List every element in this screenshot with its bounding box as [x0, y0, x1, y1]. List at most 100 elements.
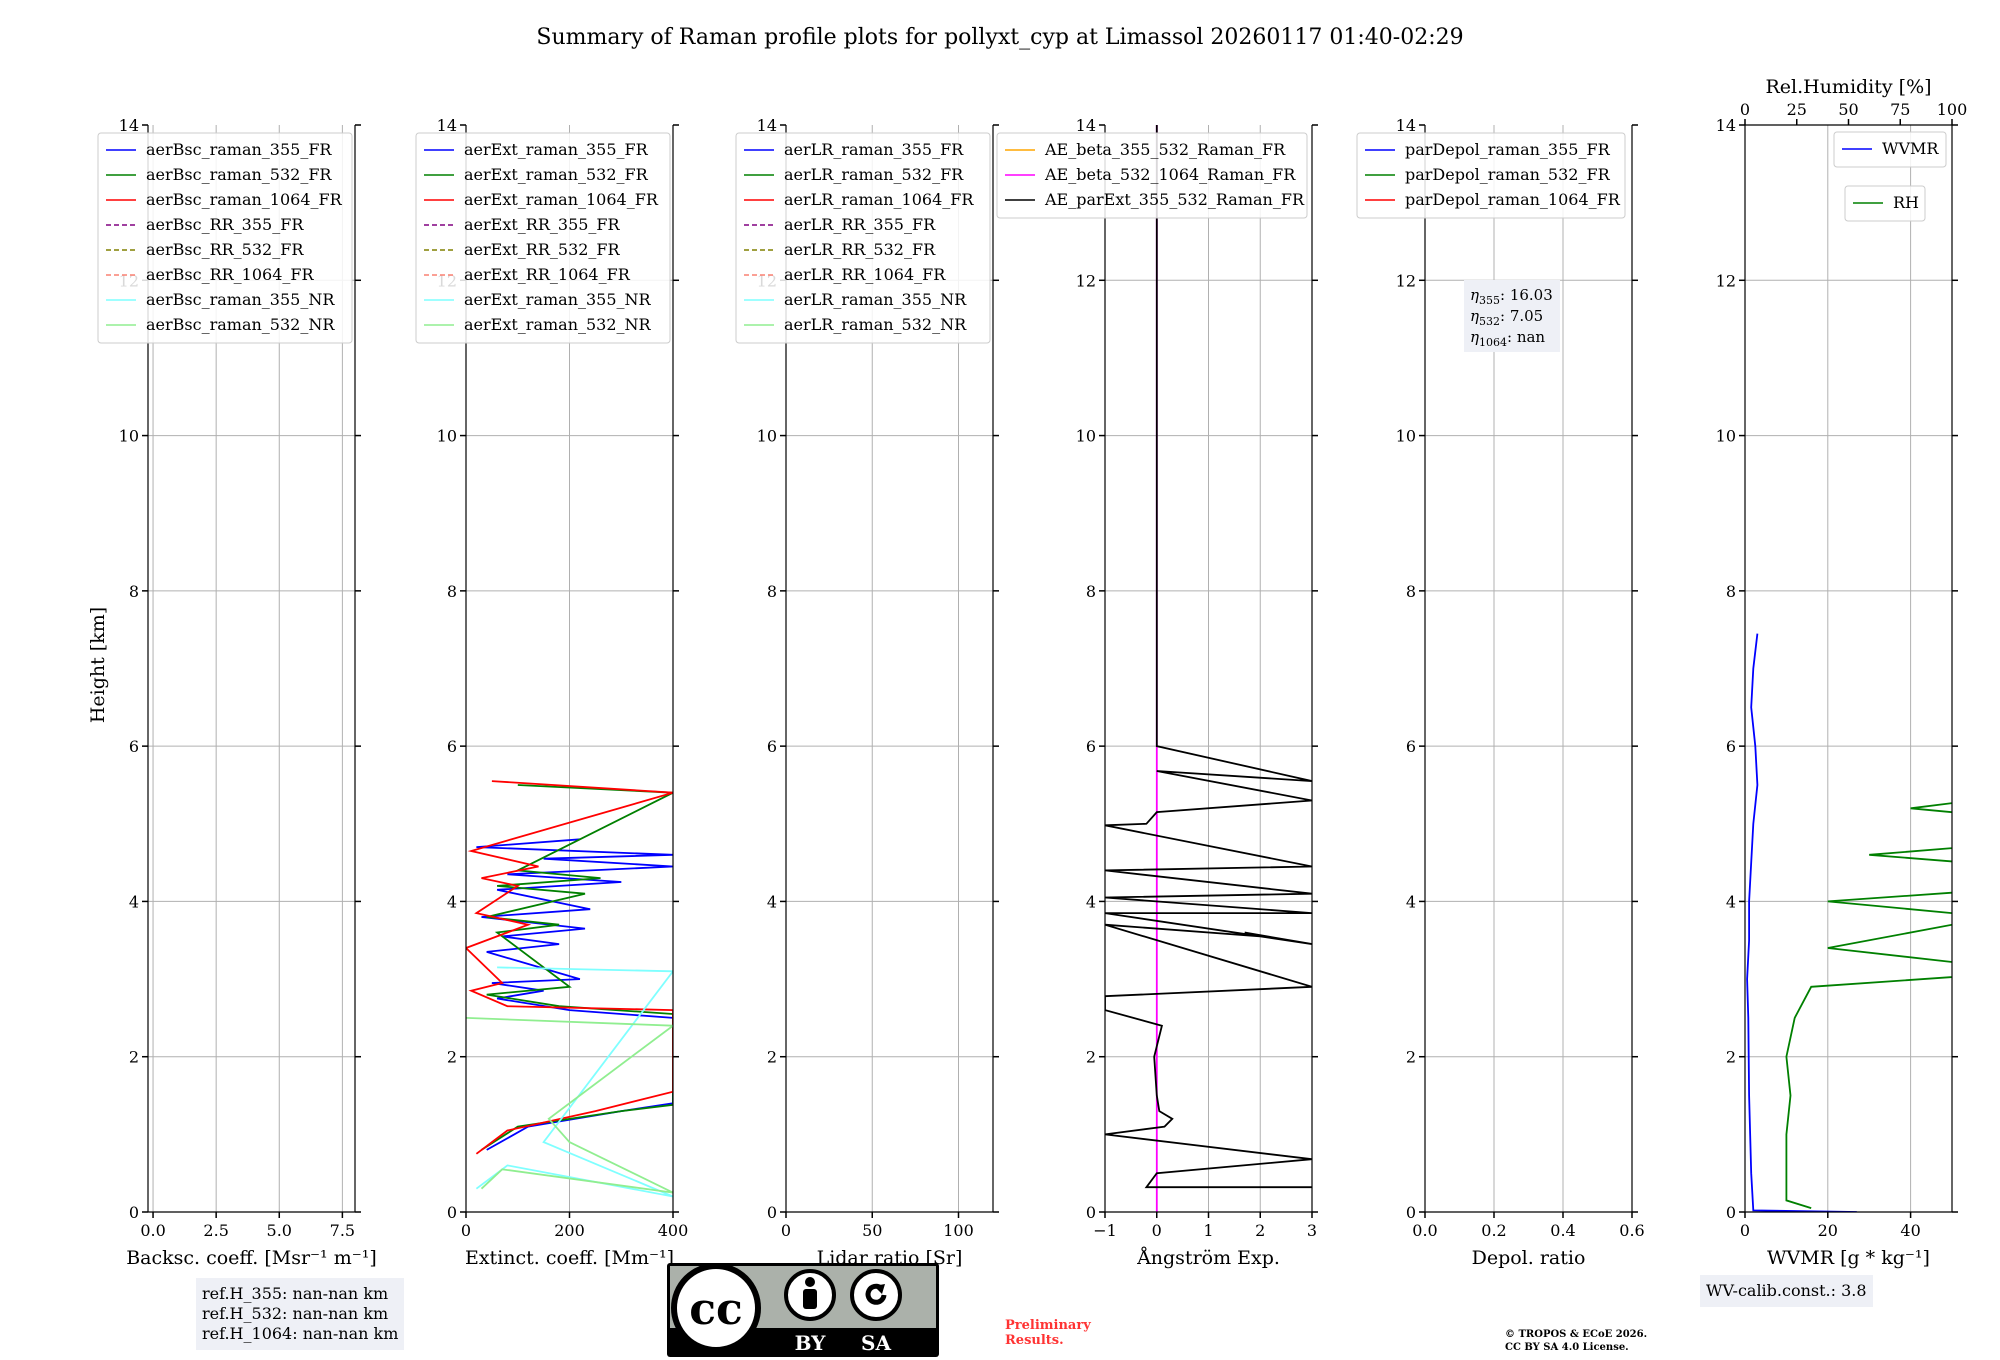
x-tick-label: 50	[862, 1221, 882, 1240]
y-tick-label: 2	[1086, 1048, 1096, 1067]
top-tick-label: 0	[1740, 100, 1750, 119]
x-tick-label: 2.5	[203, 1221, 228, 1240]
y-tick-label: 4	[1726, 892, 1736, 911]
series-WVMR	[1746, 633, 1857, 1212]
y-tick-label: 14	[119, 116, 139, 135]
y-tick-label: 8	[1086, 582, 1096, 601]
legend-label: aerLR_raman_1064_FR	[784, 190, 974, 209]
series-AE_parExt_355_532_Raman_FR	[1105, 125, 1312, 1189]
y-tick-label: 4	[129, 892, 139, 911]
x-tick-label: 100	[943, 1221, 974, 1240]
y-tick-label: 6	[129, 737, 139, 756]
x-tick-label: −1	[1093, 1221, 1117, 1240]
series-aerExt_raman_532_FR	[481, 784, 673, 1151]
y-tick-label: 10	[1396, 427, 1416, 446]
x-axis-label: Ångström Exp.	[1136, 1247, 1280, 1269]
y-tick-label: 2	[129, 1048, 139, 1067]
y-tick-label: 4	[1406, 892, 1416, 911]
legend-label: aerExt_RR_355_FR	[464, 215, 621, 234]
eta-line: η532: 7.05	[1470, 307, 1543, 328]
legend-label: aerExt_RR_532_FR	[464, 240, 621, 259]
legend-label: aerLR_raman_355_NR	[784, 290, 967, 309]
top-tick-label: 75	[1890, 100, 1910, 119]
x-tick-label: 0.2	[1481, 1221, 1506, 1240]
copyright-line-2: CC BY SA 4.0 License.	[1505, 1342, 1629, 1353]
sa-label: SA	[861, 1331, 891, 1355]
y-tick-label: 6	[1726, 737, 1736, 756]
panel-ext: 024681012140200400Extinct. coeff. [Mm⁻¹]…	[415, 116, 689, 1269]
y-tick-label: 0	[447, 1203, 457, 1222]
legend-label: AE_beta_355_532_Raman_FR	[1044, 140, 1286, 159]
y-axis-label: Height [km]	[87, 607, 109, 723]
x-tick-label: 400	[658, 1221, 689, 1240]
x-tick-label: 5.0	[267, 1221, 292, 1240]
panel-depol: 0 2 4 6 8 10 12 14 0.0 0.2 0.4 0.6 Depol. ratio parDe…	[1356, 116, 1645, 1269]
y-tick-label: 14	[1396, 116, 1416, 135]
legend-label: aerBsc_RR_1064_FR	[146, 265, 315, 284]
legend-label: aerBsc_raman_532_NR	[146, 315, 335, 334]
wv-calib-text: WV-calib.const.: 3.8	[1706, 1281, 1867, 1300]
reference-height-box: ref.H_355: nan-nan km ref.H_532: nan-nan…	[196, 1278, 405, 1350]
legend-label: aerBsc_raman_532_FR	[146, 165, 332, 184]
series-aerExt_raman_532_NR	[466, 1017, 673, 1194]
x-tick-label: 40	[1900, 1221, 1920, 1240]
x-tick-label: 0	[461, 1221, 471, 1240]
y-tick-label: 10	[119, 427, 139, 446]
y-tick-label: 14	[1716, 116, 1736, 135]
x-tick-label: 7.5	[330, 1221, 355, 1240]
legend-label: aerBsc_RR_355_FR	[146, 215, 304, 234]
cc-by-sa-logo: cc BY SA	[667, 1263, 939, 1357]
y-tick-label: 6	[1086, 737, 1096, 756]
y-tick-label: 2	[767, 1048, 777, 1067]
series-aerExt_raman_355_NR	[475, 966, 673, 1198]
legend-depol: parDepol_raman_355_FR parDepol_raman_532_…	[1356, 132, 1626, 219]
legend-label: AE_parExt_355_532_Raman_FR	[1044, 190, 1305, 209]
legend-label: aerBsc_raman_355_FR	[146, 140, 332, 159]
sa-share-icon	[850, 1269, 902, 1321]
y-tick-label: 0	[1406, 1203, 1416, 1222]
legend-label: aerExt_raman_1064_FR	[464, 190, 659, 209]
legend-label: parDepol_raman_355_FR	[1405, 140, 1611, 159]
y-tick-label: 0	[1726, 1203, 1736, 1222]
y-tick-label: 10	[1716, 427, 1736, 446]
ref-532-text: ref.H_532: nan-nan km	[202, 1304, 389, 1323]
legend-label: aerLR_raman_532_NR	[784, 315, 967, 334]
y-tick-label: 4	[447, 892, 457, 911]
legend-label: aerExt_raman_355_FR	[464, 140, 649, 159]
legend-label: RH	[1893, 193, 1919, 212]
x-tick-label: 2	[1255, 1221, 1265, 1240]
y-tick-label: 12	[1716, 271, 1736, 290]
legend-label: aerLR_RR_532_FR	[784, 240, 936, 259]
x-axis-label: WVMR [g * kg⁻¹]	[1767, 1247, 1930, 1269]
legend-label: WVMR	[1882, 139, 1939, 158]
preliminary-note: Preliminary Results.	[1005, 1318, 1091, 1348]
y-tick-label: 12	[1076, 271, 1096, 290]
legend-label: parDepol_raman_532_FR	[1405, 165, 1611, 184]
legend-ext: aerExt_raman_355_FR aerExt_raman_532_FRae…	[415, 132, 671, 344]
legend-label: aerLR_RR_355_FR	[784, 215, 936, 234]
figure-title: Summary of Raman profile plots for polly…	[536, 25, 1463, 50]
eta-line: η1064: nan	[1470, 328, 1545, 349]
x-tick-label: 20	[1818, 1221, 1838, 1240]
y-tick-label: 10	[437, 427, 457, 446]
x-tick-label: 0	[1740, 1221, 1750, 1240]
y-tick-label: 10	[1076, 427, 1096, 446]
legend-label: aerBsc_raman_355_NR	[146, 290, 335, 309]
legend-label: parDepol_raman_1064_FR	[1405, 190, 1621, 209]
legend-label: aerBsc_raman_1064_FR	[146, 190, 343, 209]
x-tick-label: 0	[1152, 1221, 1162, 1240]
legend-label: AE_beta_532_1064_Raman_FR	[1044, 165, 1296, 184]
y-tick-label: 6	[767, 737, 777, 756]
y-tick-label: 4	[1086, 892, 1096, 911]
series-RH	[1785, 802, 1952, 1209]
eta-line: η355: 16.03	[1470, 286, 1553, 307]
preliminary-line-2: Results.	[1005, 1333, 1064, 1348]
ref-355-text: ref.H_355: nan-nan km	[202, 1284, 389, 1303]
legend-rh: RH	[1844, 185, 1926, 222]
x-tick-label: 1	[1203, 1221, 1213, 1240]
series-aerExt_raman_1064_FR	[466, 780, 673, 1155]
